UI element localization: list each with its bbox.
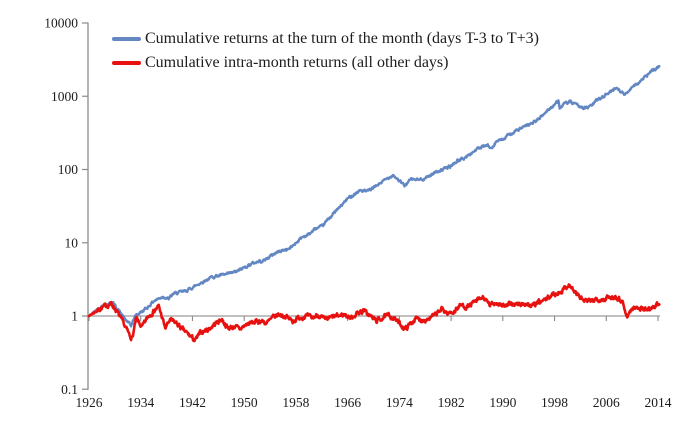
x-axis-tick-label: 1958 [282, 395, 309, 410]
y-axis-tick-label: 0.1 [61, 382, 78, 397]
y-axis-tick-label: 10000 [44, 16, 78, 31]
series-line-turn-of-month [87, 65, 661, 328]
x-axis-tick-label: 1974 [386, 395, 413, 410]
x-axis-tick-label: 1998 [541, 395, 568, 410]
x-axis-tick-label: 1982 [438, 395, 465, 410]
x-axis-tick-label: 1926 [76, 395, 103, 410]
y-axis-tick-label: 1000 [51, 89, 78, 104]
y-axis-tick-label: 100 [58, 162, 79, 177]
series-line-intra-month [87, 283, 661, 343]
x-axis-tick-label: 1942 [179, 395, 206, 410]
x-axis-tick-label: 1966 [334, 395, 361, 410]
y-axis-tick-label: 10 [65, 235, 79, 250]
y-axis-tick-label: 1 [71, 309, 78, 324]
x-axis-tick-label: 1990 [489, 395, 516, 410]
x-axis-tick-label: 1934 [127, 395, 154, 410]
x-axis-tick-label: 2006 [593, 395, 620, 410]
x-axis-tick-label: 2014 [644, 395, 671, 410]
x-axis-tick-label: 1950 [231, 395, 258, 410]
